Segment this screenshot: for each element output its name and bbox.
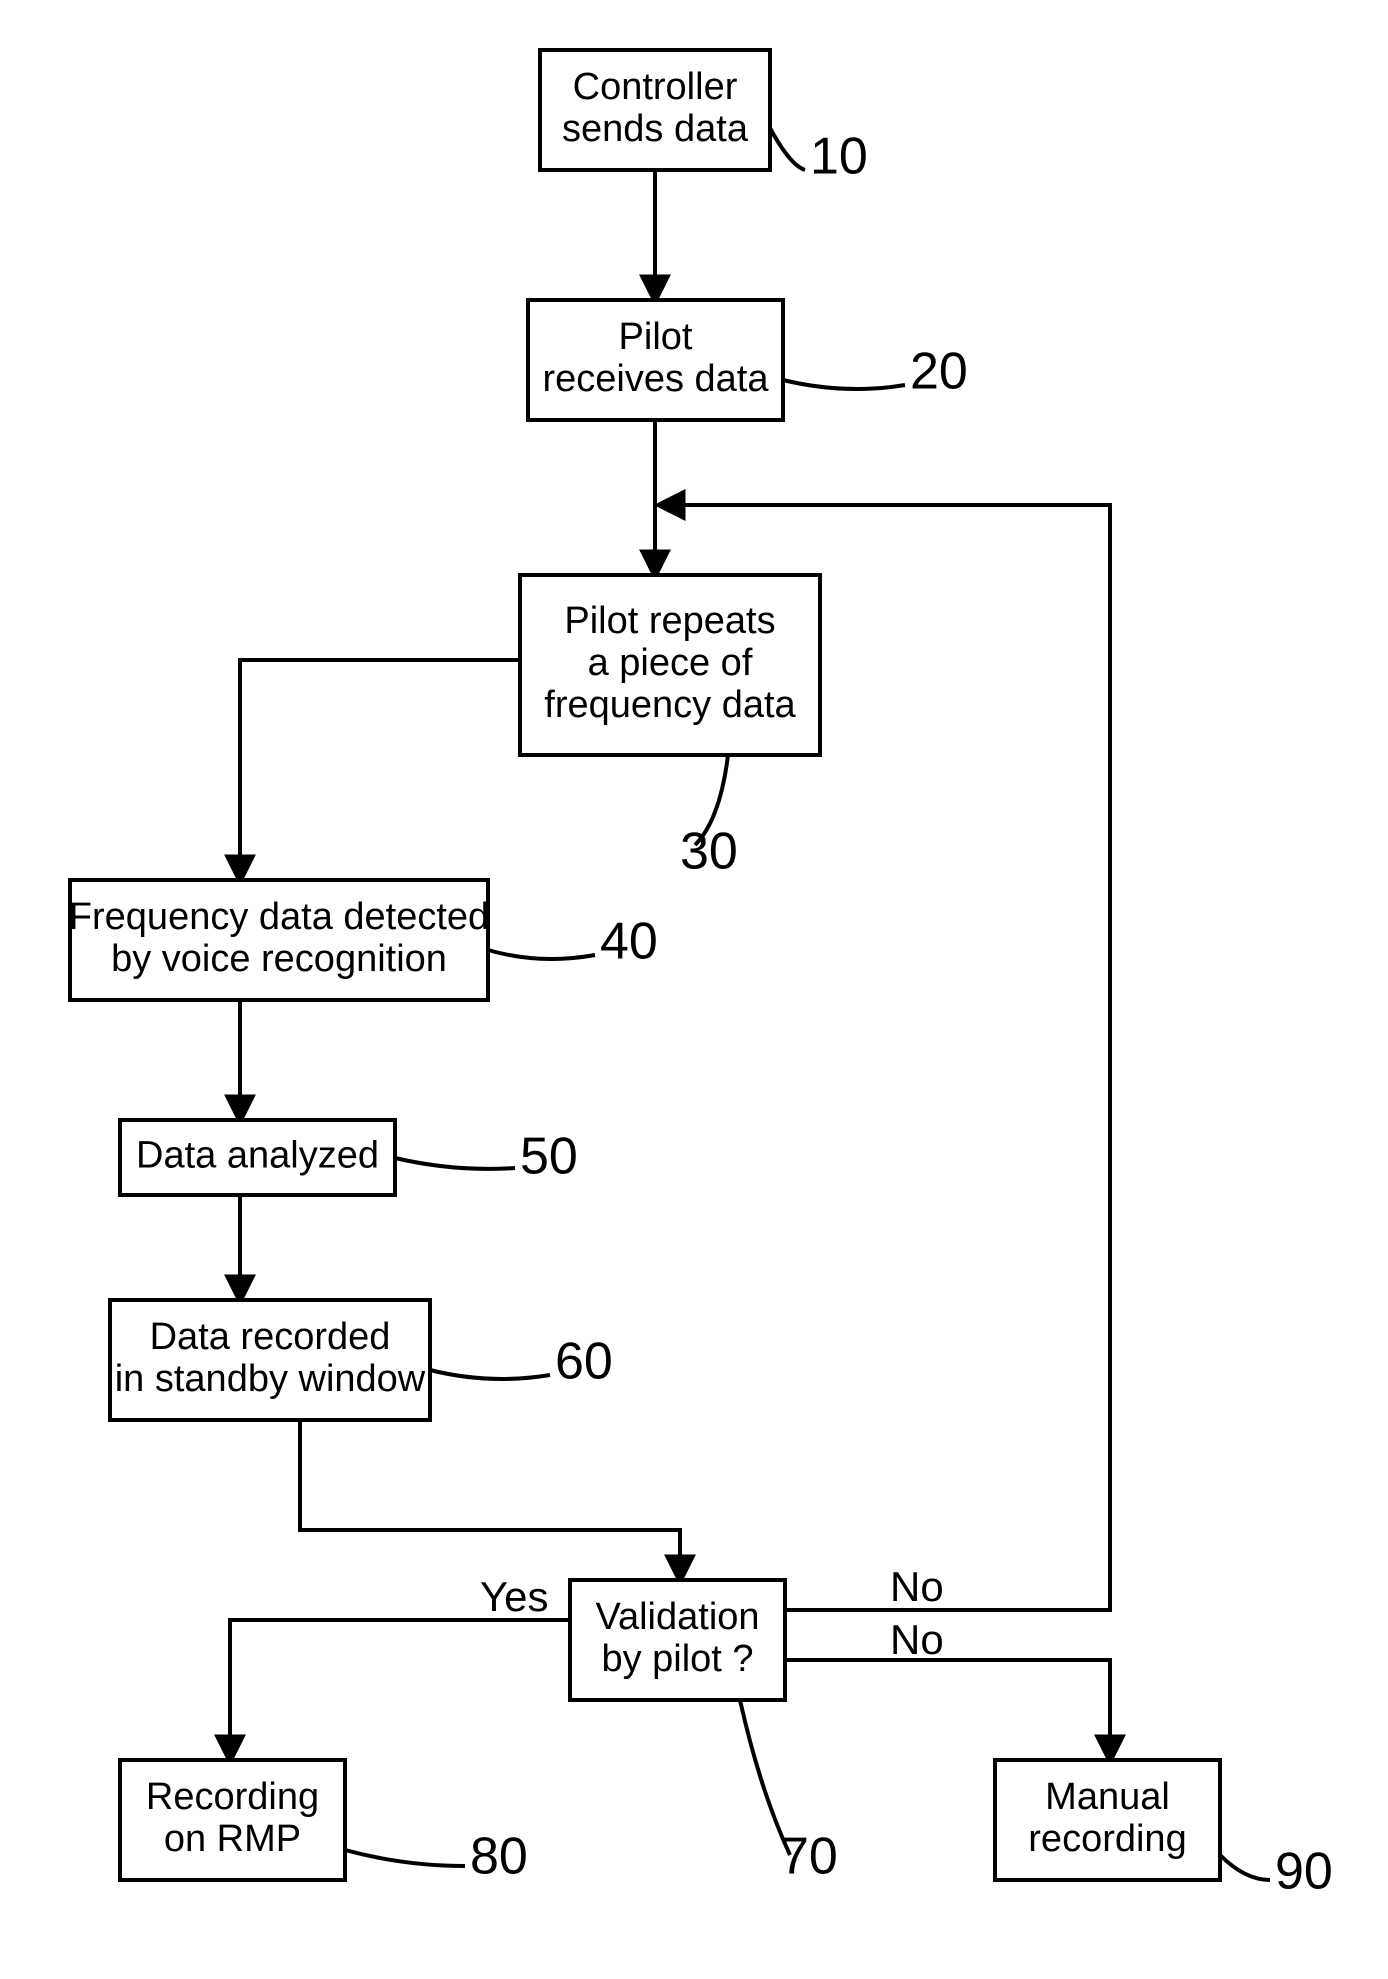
edge-e9	[785, 1660, 1110, 1760]
edge-label-e8: No	[890, 1563, 944, 1610]
node-number-n90: 90	[1275, 1843, 1333, 1901]
leader-n40	[488, 950, 595, 959]
node-n30: Pilot repeatsa piece offrequency data	[520, 575, 820, 755]
edge-e6	[300, 1420, 680, 1580]
node-text-n60-1: in standby window	[115, 1358, 426, 1400]
leader-n10	[770, 128, 805, 170]
node-n60: Data recordedin standby window	[110, 1300, 430, 1420]
node-text-n30-1: a piece of	[588, 642, 753, 684]
leader-n20	[783, 380, 905, 389]
leader-n60	[430, 1370, 550, 1379]
node-n80: Recordingon RMP	[120, 1760, 345, 1880]
node-n40: Frequency data detectedby voice recognit…	[69, 880, 489, 1000]
node-number-n20: 20	[910, 343, 968, 401]
node-number-n30: 30	[680, 823, 738, 881]
node-number-n70: 70	[780, 1828, 838, 1886]
edge-label-e9: No	[890, 1616, 944, 1663]
node-text-n50-0: Data analyzed	[136, 1135, 379, 1177]
node-text-n90-1: recording	[1028, 1818, 1186, 1860]
node-number-n10: 10	[810, 128, 868, 186]
node-number-n40: 40	[600, 913, 658, 971]
node-text-n40-0: Frequency data detected	[69, 896, 489, 938]
node-text-n70-1: by pilot ?	[601, 1638, 753, 1680]
edge-label-e7: Yes	[480, 1573, 549, 1620]
node-n20: Pilotreceives data	[528, 300, 783, 420]
node-text-n80-1: on RMP	[164, 1818, 301, 1860]
node-text-n30-2: frequency data	[544, 684, 796, 726]
leader-n90	[1220, 1855, 1270, 1880]
node-number-n80: 80	[470, 1828, 528, 1886]
edge-e3	[240, 660, 520, 880]
node-text-n10-1: sends data	[562, 108, 749, 150]
node-n10: Controllersends data	[540, 50, 770, 170]
leader-n80	[345, 1850, 465, 1866]
node-text-n90-0: Manual	[1045, 1776, 1170, 1818]
edge-e7	[230, 1620, 570, 1760]
node-number-n60: 60	[555, 1333, 613, 1391]
node-text-n30-0: Pilot repeats	[564, 600, 775, 642]
node-text-n10-0: Controller	[573, 66, 738, 108]
node-text-n40-1: by voice recognition	[111, 938, 447, 980]
node-text-n20-1: receives data	[542, 358, 769, 400]
node-number-n50: 50	[520, 1128, 578, 1186]
node-text-n60-0: Data recorded	[150, 1316, 391, 1358]
node-text-n80-0: Recording	[146, 1776, 319, 1818]
leader-n50	[395, 1158, 515, 1169]
node-text-n20-0: Pilot	[619, 316, 693, 358]
node-n50: Data analyzed	[120, 1120, 395, 1195]
node-text-n70-0: Validation	[595, 1596, 759, 1638]
node-n70: Validationby pilot ?	[570, 1580, 785, 1700]
node-n90: Manualrecording	[995, 1760, 1220, 1880]
